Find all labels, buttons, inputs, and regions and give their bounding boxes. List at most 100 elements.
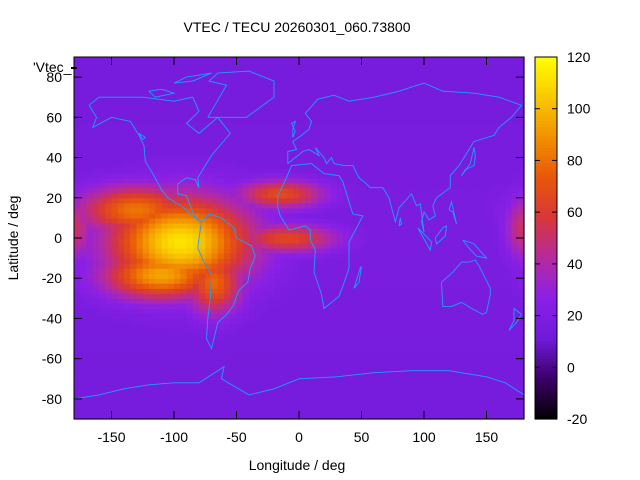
heatmap-cell bbox=[311, 92, 319, 98]
heatmap-cell bbox=[386, 62, 394, 68]
heatmap-cell bbox=[230, 393, 238, 400]
heatmap-cell bbox=[399, 388, 406, 395]
heatmap-cell bbox=[424, 167, 431, 174]
heatmap-cell bbox=[355, 142, 363, 149]
heatmap-cell bbox=[136, 338, 144, 345]
heatmap-cell bbox=[317, 167, 325, 174]
heatmap-cell bbox=[124, 343, 131, 350]
heatmap-cell bbox=[305, 343, 313, 350]
heatmap-cell bbox=[236, 328, 244, 335]
heatmap-cell bbox=[142, 268, 150, 274]
heatmap-cell bbox=[505, 408, 513, 415]
heatmap-cell bbox=[417, 72, 425, 78]
heatmap-cell bbox=[367, 227, 375, 234]
heatmap-cell bbox=[236, 413, 244, 420]
heatmap-cell bbox=[336, 162, 344, 169]
heatmap-cell bbox=[305, 202, 313, 209]
heatmap-cell bbox=[392, 202, 400, 209]
heatmap-cell bbox=[149, 87, 156, 93]
heatmap-cell bbox=[217, 298, 225, 304]
heatmap-cell bbox=[192, 132, 200, 139]
heatmap-cell bbox=[349, 248, 356, 254]
heatmap-cell bbox=[199, 202, 206, 209]
heatmap-cell bbox=[136, 177, 144, 184]
heatmap-cell bbox=[267, 182, 275, 189]
heatmap-cell bbox=[205, 268, 213, 274]
heatmap-cell bbox=[124, 157, 131, 164]
heatmap-cell bbox=[380, 177, 388, 184]
heatmap-cell bbox=[74, 388, 81, 395]
heatmap-cell bbox=[342, 167, 350, 174]
heatmap-cell bbox=[274, 338, 281, 345]
heatmap-cell bbox=[342, 132, 350, 139]
heatmap-cell bbox=[355, 378, 363, 385]
heatmap-cell bbox=[436, 82, 444, 88]
heatmap-cell bbox=[324, 217, 331, 224]
heatmap-cell bbox=[180, 308, 188, 315]
heatmap-cell bbox=[217, 152, 225, 159]
heatmap-cell bbox=[349, 288, 356, 294]
heatmap-cell bbox=[199, 273, 206, 279]
heatmap-cell bbox=[267, 258, 275, 264]
heatmap-cell bbox=[230, 338, 238, 345]
heatmap-cell bbox=[461, 278, 469, 284]
heatmap-cell bbox=[417, 358, 425, 365]
heatmap-cell bbox=[149, 182, 156, 189]
heatmap-cell bbox=[499, 248, 506, 254]
heatmap-cell bbox=[105, 313, 113, 320]
heatmap-cell bbox=[449, 373, 456, 380]
heatmap-cell bbox=[130, 77, 138, 83]
heatmap-cell bbox=[380, 383, 388, 390]
heatmap-cell bbox=[205, 207, 213, 214]
heatmap-cell bbox=[392, 358, 400, 365]
heatmap-cell bbox=[430, 97, 438, 103]
heatmap-cell bbox=[80, 353, 88, 360]
heatmap-cell bbox=[324, 253, 331, 259]
heatmap-cell bbox=[167, 413, 175, 420]
heatmap-cell bbox=[499, 308, 506, 315]
heatmap-cell bbox=[142, 102, 150, 108]
heatmap-cell bbox=[255, 182, 263, 189]
heatmap-cell bbox=[486, 273, 494, 279]
heatmap-cell bbox=[149, 258, 156, 264]
heatmap-cell bbox=[217, 182, 225, 189]
heatmap-cell bbox=[411, 152, 419, 159]
heatmap-cell bbox=[430, 333, 438, 340]
heatmap-cell bbox=[80, 172, 88, 179]
heatmap-cell bbox=[167, 248, 175, 254]
heatmap-cell bbox=[86, 177, 94, 184]
heatmap-cell bbox=[236, 152, 244, 159]
heatmap-cell bbox=[367, 67, 375, 73]
heatmap-cell bbox=[230, 248, 238, 254]
heatmap-cell bbox=[261, 72, 269, 78]
heatmap-cell bbox=[99, 87, 106, 93]
heatmap-cell bbox=[361, 253, 369, 259]
heatmap-cell bbox=[474, 82, 481, 88]
heatmap-cell bbox=[249, 293, 256, 299]
heatmap-cell bbox=[330, 217, 338, 224]
heatmap-cell bbox=[86, 363, 94, 370]
heatmap-cell bbox=[261, 167, 269, 174]
heatmap-cell bbox=[361, 62, 369, 68]
heatmap-cell bbox=[274, 283, 281, 289]
heatmap-cell bbox=[111, 62, 119, 68]
heatmap-cell bbox=[492, 167, 500, 174]
heatmap-cell bbox=[424, 97, 431, 103]
heatmap-cell bbox=[92, 283, 100, 289]
heatmap-cell bbox=[167, 343, 175, 350]
heatmap-cell bbox=[480, 207, 488, 214]
heatmap-cell bbox=[74, 162, 81, 169]
heatmap-cell bbox=[167, 393, 175, 400]
heatmap-cell bbox=[299, 403, 306, 410]
heatmap-cell bbox=[255, 97, 263, 103]
heatmap-cell bbox=[461, 313, 469, 320]
heatmap-cell bbox=[130, 62, 138, 68]
heatmap-cell bbox=[124, 107, 131, 113]
heatmap-cell bbox=[399, 323, 406, 330]
heatmap-cell bbox=[186, 127, 194, 134]
heatmap-cell bbox=[380, 77, 388, 83]
heatmap-cell bbox=[411, 217, 419, 224]
heatmap-cell bbox=[236, 147, 244, 154]
heatmap-cell bbox=[255, 273, 263, 279]
heatmap-cell bbox=[249, 112, 256, 118]
